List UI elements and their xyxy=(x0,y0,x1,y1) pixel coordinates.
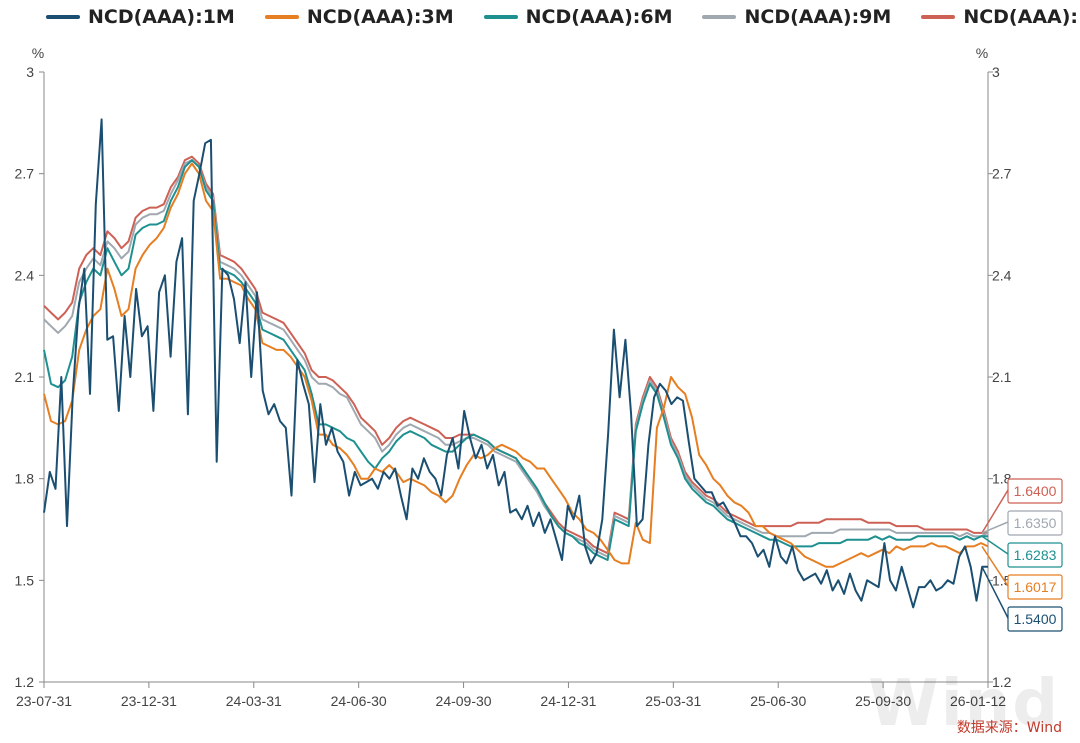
x-tick-label: 25-06-30 xyxy=(750,693,806,709)
y-tick-label-left: 1.5 xyxy=(15,572,35,588)
x-tick-label: 23-07-31 xyxy=(16,693,72,709)
end-label-box xyxy=(1007,606,1063,632)
legend-item-1y[interactable]: NCD(AAA):1Y xyxy=(921,6,1080,28)
y-tick-label-left: 2.7 xyxy=(15,166,35,182)
y-tick-label-right: 2.1 xyxy=(992,369,1012,385)
legend-label-1m: NCD(AAA):1M xyxy=(88,6,235,28)
x-tick-label: 25-03-31 xyxy=(645,693,701,709)
series-lines xyxy=(43,118,989,609)
legend-item-9m[interactable]: NCD(AAA):9M xyxy=(702,6,891,28)
end-label-box xyxy=(1007,574,1063,600)
x-tick-label: 26-01-12 xyxy=(950,693,1006,709)
legend-swatch-1m xyxy=(46,15,80,19)
y-tick-label-right: 2.4 xyxy=(992,267,1012,283)
y-tick-label-left: 2.4 xyxy=(15,267,35,283)
y-tick-label-left: 3 xyxy=(26,64,34,80)
y-tick-label-right: 1.8 xyxy=(992,471,1012,487)
legend-item-6m[interactable]: NCD(AAA):6M xyxy=(483,6,673,28)
legend-swatch-6m xyxy=(483,15,518,19)
y-tick-label-left: 1.8 xyxy=(15,471,35,487)
end-label-value: 1.6283 xyxy=(1014,547,1057,563)
x-tick-label: 24-09-30 xyxy=(436,693,492,709)
legend-label-1y: NCD(AAA):1Y xyxy=(963,6,1080,28)
series-line-0 xyxy=(43,118,988,609)
source-text: 数据来源：Wind xyxy=(956,720,1062,736)
y-tick-label-right: 1.2 xyxy=(992,674,1012,690)
legend-item-1m[interactable]: NCD(AAA):1M xyxy=(46,6,235,28)
legend-swatch-3m xyxy=(264,15,299,19)
series-line-2 xyxy=(43,159,988,561)
end-label-value: 1.5400 xyxy=(1014,611,1057,627)
y-tick-label-right: 2.7 xyxy=(992,166,1012,182)
x-tick-label: 24-06-30 xyxy=(331,693,387,709)
y-tick-label-left: 2.1 xyxy=(15,369,35,385)
x-tick-label: 24-12-31 xyxy=(540,693,596,709)
end-label-connector xyxy=(981,489,1009,534)
end-label-value: 1.6017 xyxy=(1014,579,1057,595)
end-label-box xyxy=(1007,542,1063,568)
legend-swatch-1y xyxy=(921,15,956,19)
y-unit-right: % xyxy=(976,45,988,61)
end-label-connector xyxy=(981,546,1009,587)
end-label-connector xyxy=(981,535,1009,555)
legend: NCD(AAA):1M NCD(AAA):3M NCD(AAA):6M NCD(… xyxy=(46,6,1080,28)
x-tick-label: 25-09-30 xyxy=(855,693,911,709)
end-label-box xyxy=(1007,478,1063,504)
y-unit-left: % xyxy=(32,45,44,61)
legend-label-9m: NCD(AAA):9M xyxy=(744,6,892,28)
y-tick-label-left: 1.2 xyxy=(15,674,35,690)
end-label-value: 1.6400 xyxy=(1014,483,1057,499)
end-label-connector xyxy=(981,566,1009,619)
end-label-value: 1.6350 xyxy=(1014,515,1057,531)
x-tick-label: 24-03-31 xyxy=(226,693,282,709)
watermark: Wind xyxy=(868,667,1060,741)
end-labels: 1.6400 1.6350 1.6283 1.6017 1.5400 xyxy=(981,478,1063,632)
legend-item-3m[interactable]: NCD(AAA):3M xyxy=(264,6,454,28)
axes: % %3 32.7 2.72.4 2.42.1 2.11.8 1.81.5 1.51.2 1.2… xyxy=(15,45,1012,709)
legend-label-6m: NCD(AAA):6M xyxy=(525,6,673,28)
legend-swatch-9m xyxy=(702,15,737,19)
series-line-1 xyxy=(43,162,989,568)
end-label-box xyxy=(1007,510,1063,536)
x-tick-label: 23-12-31 xyxy=(121,693,177,709)
legend-label-3m: NCD(AAA):3M xyxy=(306,6,454,28)
end-label-connector xyxy=(981,521,1009,534)
y-tick-label-right: 3 xyxy=(992,64,1000,80)
